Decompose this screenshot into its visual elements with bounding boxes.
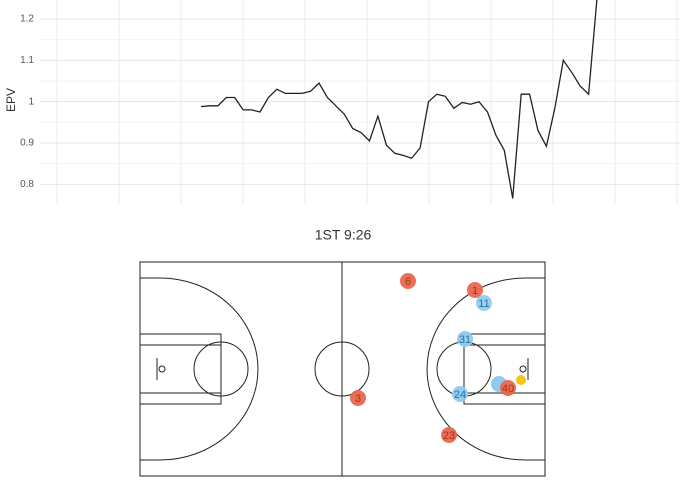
ball xyxy=(516,375,526,385)
player-number: 3 xyxy=(355,393,361,405)
y-tick-label: 1 xyxy=(28,96,34,107)
player-number: 40 xyxy=(502,383,514,395)
player-marker xyxy=(400,273,416,289)
court-title: 1ST 9:26 xyxy=(315,227,372,243)
court xyxy=(139,261,546,477)
player-marker xyxy=(441,427,457,443)
player-number: 31 xyxy=(459,334,471,346)
y-tick-label: 0.9 xyxy=(20,138,34,149)
player-marker xyxy=(500,380,516,396)
player-marker xyxy=(476,295,492,311)
grid: 0.8 0.9 1 1.1 1.2 xyxy=(20,0,680,205)
player-number: 11 xyxy=(478,298,489,310)
three-arc-right xyxy=(426,277,545,461)
player-marker xyxy=(457,331,473,347)
player-number: 24 xyxy=(454,389,466,401)
y-axis-title: EPV xyxy=(4,88,18,112)
player-number: 6 xyxy=(405,276,411,288)
three-arc-left xyxy=(140,277,259,461)
lane-left xyxy=(139,344,222,394)
hoop-left xyxy=(158,365,166,373)
ft-circle-left xyxy=(193,341,249,397)
players: 6 111 31 24 40 3 23 xyxy=(350,273,516,443)
epv-line xyxy=(200,0,598,199)
plot xyxy=(200,0,598,199)
y-tick-label: 1.2 xyxy=(20,14,34,25)
y-tick-label: 1.1 xyxy=(20,55,34,66)
player-marker xyxy=(467,282,483,298)
center-circle xyxy=(314,341,370,397)
player-marker xyxy=(350,390,366,406)
player-number: 23 xyxy=(443,430,455,442)
player-marker xyxy=(452,386,468,402)
y-tick-label: 0.8 xyxy=(20,179,34,190)
hoop-right xyxy=(519,365,527,373)
player-number: 1 xyxy=(472,285,478,297)
